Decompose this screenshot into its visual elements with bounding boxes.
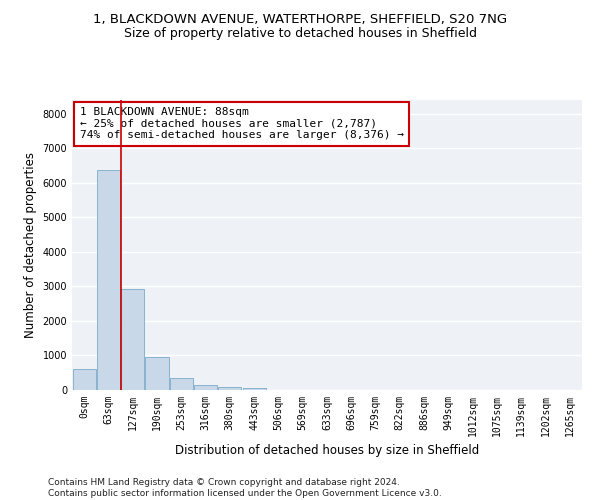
- Text: Size of property relative to detached houses in Sheffield: Size of property relative to detached ho…: [124, 28, 476, 40]
- Text: 1, BLACKDOWN AVENUE, WATERTHORPE, SHEFFIELD, S20 7NG: 1, BLACKDOWN AVENUE, WATERTHORPE, SHEFFI…: [93, 12, 507, 26]
- Bar: [145, 357, 169, 390]
- Text: 1 BLACKDOWN AVENUE: 88sqm
← 25% of detached houses are smaller (2,787)
74% of se: 1 BLACKDOWN AVENUE: 88sqm ← 25% of detac…: [80, 108, 404, 140]
- Bar: [242, 388, 266, 390]
- Bar: [121, 289, 144, 390]
- Bar: [97, 170, 120, 390]
- Bar: [73, 368, 95, 390]
- Text: Contains HM Land Registry data © Crown copyright and database right 2024.
Contai: Contains HM Land Registry data © Crown c…: [48, 478, 442, 498]
- Bar: [170, 378, 193, 390]
- X-axis label: Distribution of detached houses by size in Sheffield: Distribution of detached houses by size …: [175, 444, 479, 458]
- Bar: [218, 387, 241, 390]
- Y-axis label: Number of detached properties: Number of detached properties: [24, 152, 37, 338]
- Bar: [194, 384, 217, 390]
